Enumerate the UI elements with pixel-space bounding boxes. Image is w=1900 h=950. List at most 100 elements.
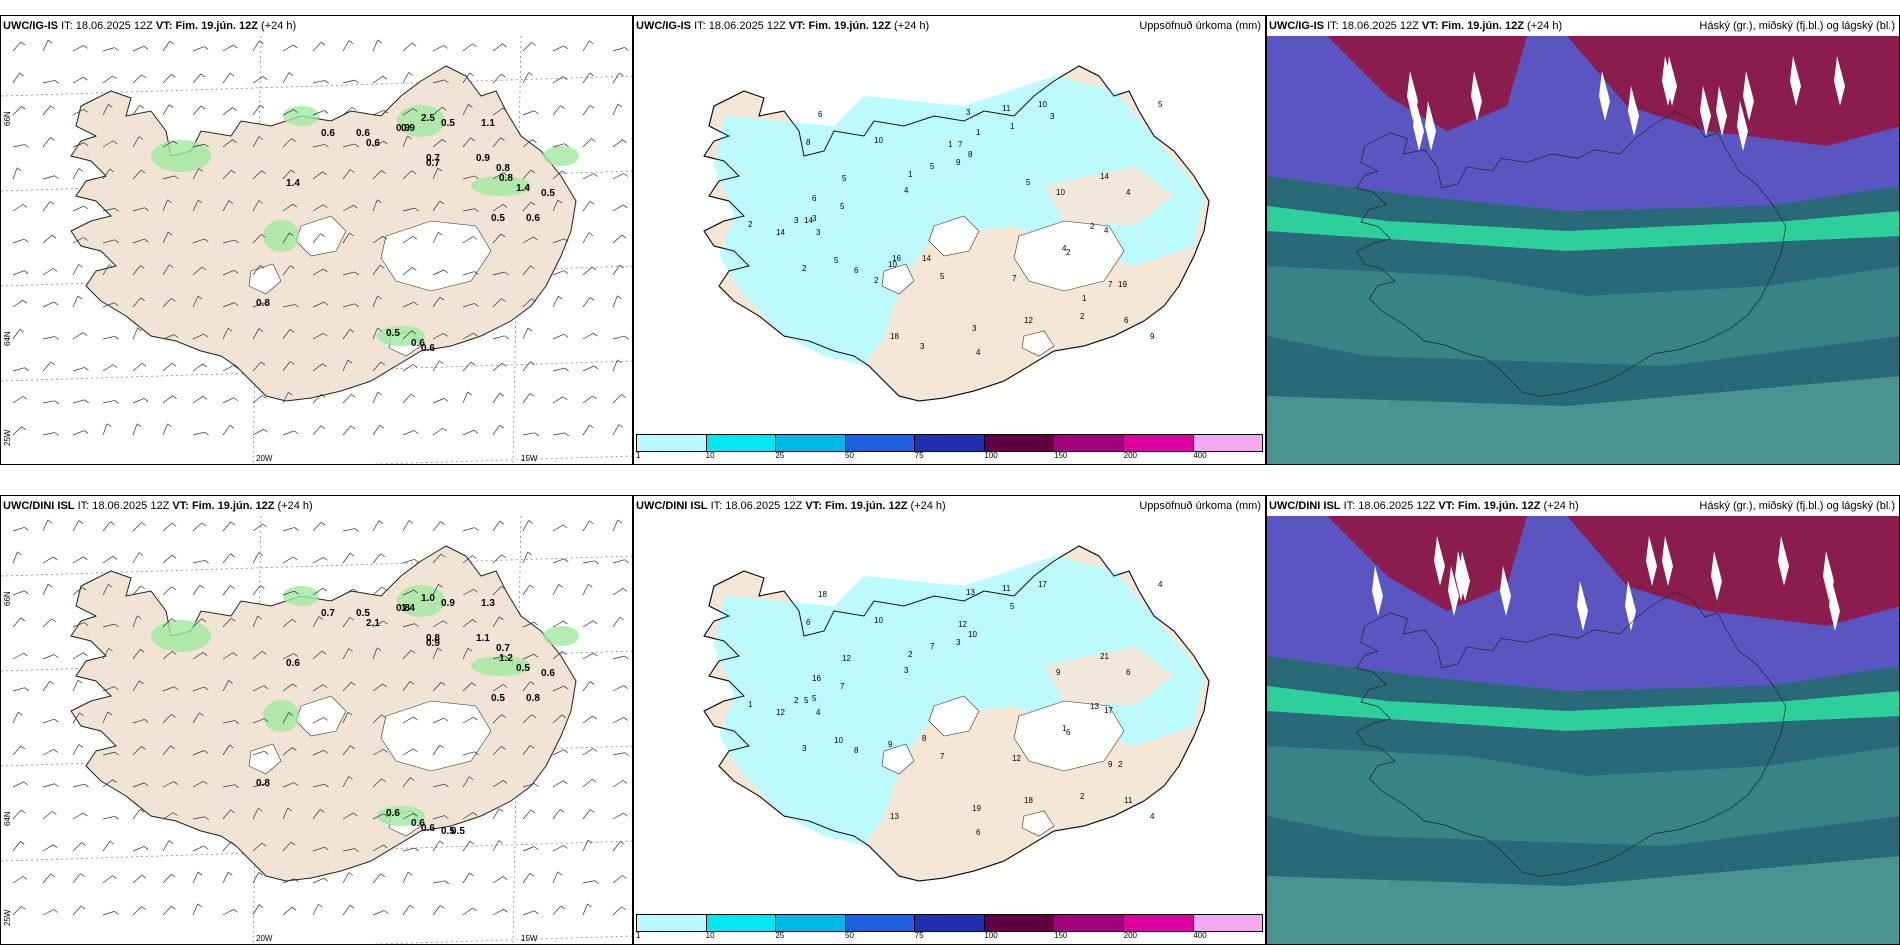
precip-value-label: 2 — [1090, 222, 1095, 231]
wind-value-label: 0.6 — [286, 658, 300, 669]
precip-value-label: 6 — [806, 618, 811, 627]
precip-value-label: 10 — [834, 736, 843, 745]
cloud-map — [1267, 516, 1899, 944]
legend-segment — [706, 435, 777, 451]
wind-value-label: 0.6 — [421, 343, 435, 354]
wind-value-label: 0.8 — [256, 298, 270, 309]
precip-value-label: 9 — [1150, 332, 1155, 341]
precip-value-label: 7 — [930, 642, 935, 651]
panel-header: UWC/IG-IS IT: 18.06.2025 12Z VT: Fim. 19… — [636, 20, 930, 32]
legend-bar — [636, 434, 1263, 452]
precip-value-label: 6 — [854, 266, 859, 275]
wind-value-label: 0.5 — [491, 693, 505, 704]
precip-value-label: 1 — [976, 128, 981, 137]
precip-value-label: 10 — [1038, 100, 1047, 109]
lat-label-64n: 64N — [3, 811, 12, 826]
precip-value-label: 7 — [1012, 274, 1017, 283]
precip-value-label: 5 — [812, 694, 817, 703]
legend-tick-label: 200 — [1123, 451, 1138, 460]
precip-value-label: 9 — [956, 158, 961, 167]
precip-value-label: 12 — [842, 654, 851, 663]
legend-segment — [1193, 435, 1263, 451]
precip-value-label: 3 — [920, 342, 925, 351]
precip-value-label: 9 — [1108, 760, 1113, 769]
lat-label-25w: 25W — [3, 429, 12, 446]
wind-value-label: 2.1 — [366, 618, 380, 629]
cloud-title: Háský (gr.), miðský (fj.bl.) og lágský (… — [1699, 20, 1895, 32]
wind-value-label: 0.6 — [321, 128, 335, 139]
precip-value-label: 4 — [1126, 188, 1131, 197]
panel-header: UWC/DINI ISL IT: 18.06.2025 12Z VT: Fim.… — [636, 500, 946, 512]
legend-tick-label: 50 — [845, 451, 854, 460]
precip-value-label: 8 — [968, 150, 973, 159]
precip-value-label: 13 — [1090, 702, 1099, 711]
precip-value-label: 2 — [1118, 760, 1123, 769]
panel-header: UWC/IG-IS IT: 18.06.2025 12Z VT: Fim. 19… — [1269, 20, 1563, 32]
cloud-map — [1267, 36, 1899, 464]
precip-value-label: 1 — [1082, 294, 1087, 303]
precip-value-label: 10 — [874, 136, 883, 145]
wind-value-label: 0.6 — [541, 668, 555, 679]
legend-segment — [1123, 435, 1194, 451]
wind-value-label: 0.5 — [491, 213, 505, 224]
legend-tick-label: 75 — [914, 931, 924, 940]
precip-title: Uppsöfnuð úrkoma (mm) — [1139, 20, 1261, 32]
wind-value-label: 1.0 — [421, 593, 435, 604]
precip-value-label: 12 — [1012, 754, 1021, 763]
legend-tick-label: 100 — [984, 931, 998, 940]
precip-value-label: 2 — [874, 276, 879, 285]
precip-value-label: 1 — [1010, 122, 1015, 131]
wind-value-label: 0.5 — [451, 826, 465, 837]
wind-value-label: 0.8 — [426, 633, 440, 644]
legend-tick-label: 25 — [775, 931, 785, 940]
wind-value-label: 1.1 — [476, 633, 490, 644]
precip-value-label: 11 — [1002, 104, 1011, 113]
wind-map: 0.6 0.6 0.90.60.90.72.5 0.5 1.10.7 0.90.80.81… — [1, 36, 632, 464]
wind-value-label: 1.3 — [481, 598, 495, 609]
precip-value-label: 14 — [804, 216, 813, 225]
precip-value-label: 3 — [966, 108, 971, 117]
precip-value-label: 4 — [816, 708, 821, 717]
precip-value-label: 2 — [908, 650, 913, 659]
wind-value-label: 0.7 — [496, 643, 510, 654]
legend-segment — [915, 915, 985, 931]
precip-value-label: 3 — [1050, 112, 1055, 121]
precip-value-label: 11 — [1124, 796, 1133, 805]
wind-value-label: 0.6 — [356, 128, 370, 139]
legend-segment — [1123, 915, 1194, 931]
precip-value-label: 7 — [958, 140, 963, 149]
precip-value-label: 12 — [958, 620, 967, 629]
panel-header: UWC/DINI ISL IT: 18.06.2025 12Z VT: Fim.… — [3, 500, 313, 512]
wind-value-label: 0.9 — [441, 598, 455, 609]
lon-label-15w: 15W — [521, 454, 538, 463]
precip-value-label: 2 — [1080, 312, 1085, 321]
precip-value-label: 9 — [1056, 668, 1061, 677]
precip-value-label: 4 — [1062, 244, 1067, 253]
legend-ticks: 1 10 25 50 75 100 150 200 400 — [636, 451, 1263, 463]
wind-value-label: 0.6 — [411, 338, 425, 349]
precip-value-label: 6 — [1066, 728, 1071, 737]
precip-value-label: 3 — [816, 228, 821, 237]
precip-value-label: 9 — [888, 740, 893, 749]
precip-value-label: 10 — [874, 616, 883, 625]
wind-value-label: 0.6 — [526, 213, 540, 224]
legend-segment — [915, 435, 985, 451]
precip-value-label: 6 — [1124, 316, 1129, 325]
precip-value-label: 7 — [1108, 280, 1113, 289]
precip-value-label: 13 — [890, 812, 899, 821]
legend-tick-label: 10 — [705, 931, 715, 940]
panel-header: UWC/IG-IS IT: 18.06.2025 12Z VT: Fim. 19… — [3, 20, 297, 32]
precip-value-label: 16 — [812, 674, 821, 683]
precip-value-label: 2 — [1066, 248, 1071, 257]
wind-value-label: 0.6 — [386, 808, 400, 819]
precip-value-label: 18 — [1024, 796, 1033, 805]
wind-panel-dini: UWC/DINI ISL IT: 18.06.2025 12Z VT: Fim.… — [0, 495, 633, 945]
precip-legend: 1 10 25 50 75 100 150 200 400 — [634, 434, 1265, 464]
legend-tick-label: 150 — [1054, 931, 1068, 940]
wind-value-label: 0.6 — [411, 818, 425, 829]
precip-value-label: 10 — [888, 260, 897, 269]
wind-value-label: 0.5 — [516, 663, 530, 674]
precip-value-label: 3 — [972, 324, 977, 333]
wind-map: 0.7 0.5 0.82.11.40.81.0 0.9 1.30.9 1.10.71.20… — [1, 516, 632, 944]
precip-value-label: 7 — [840, 682, 845, 691]
